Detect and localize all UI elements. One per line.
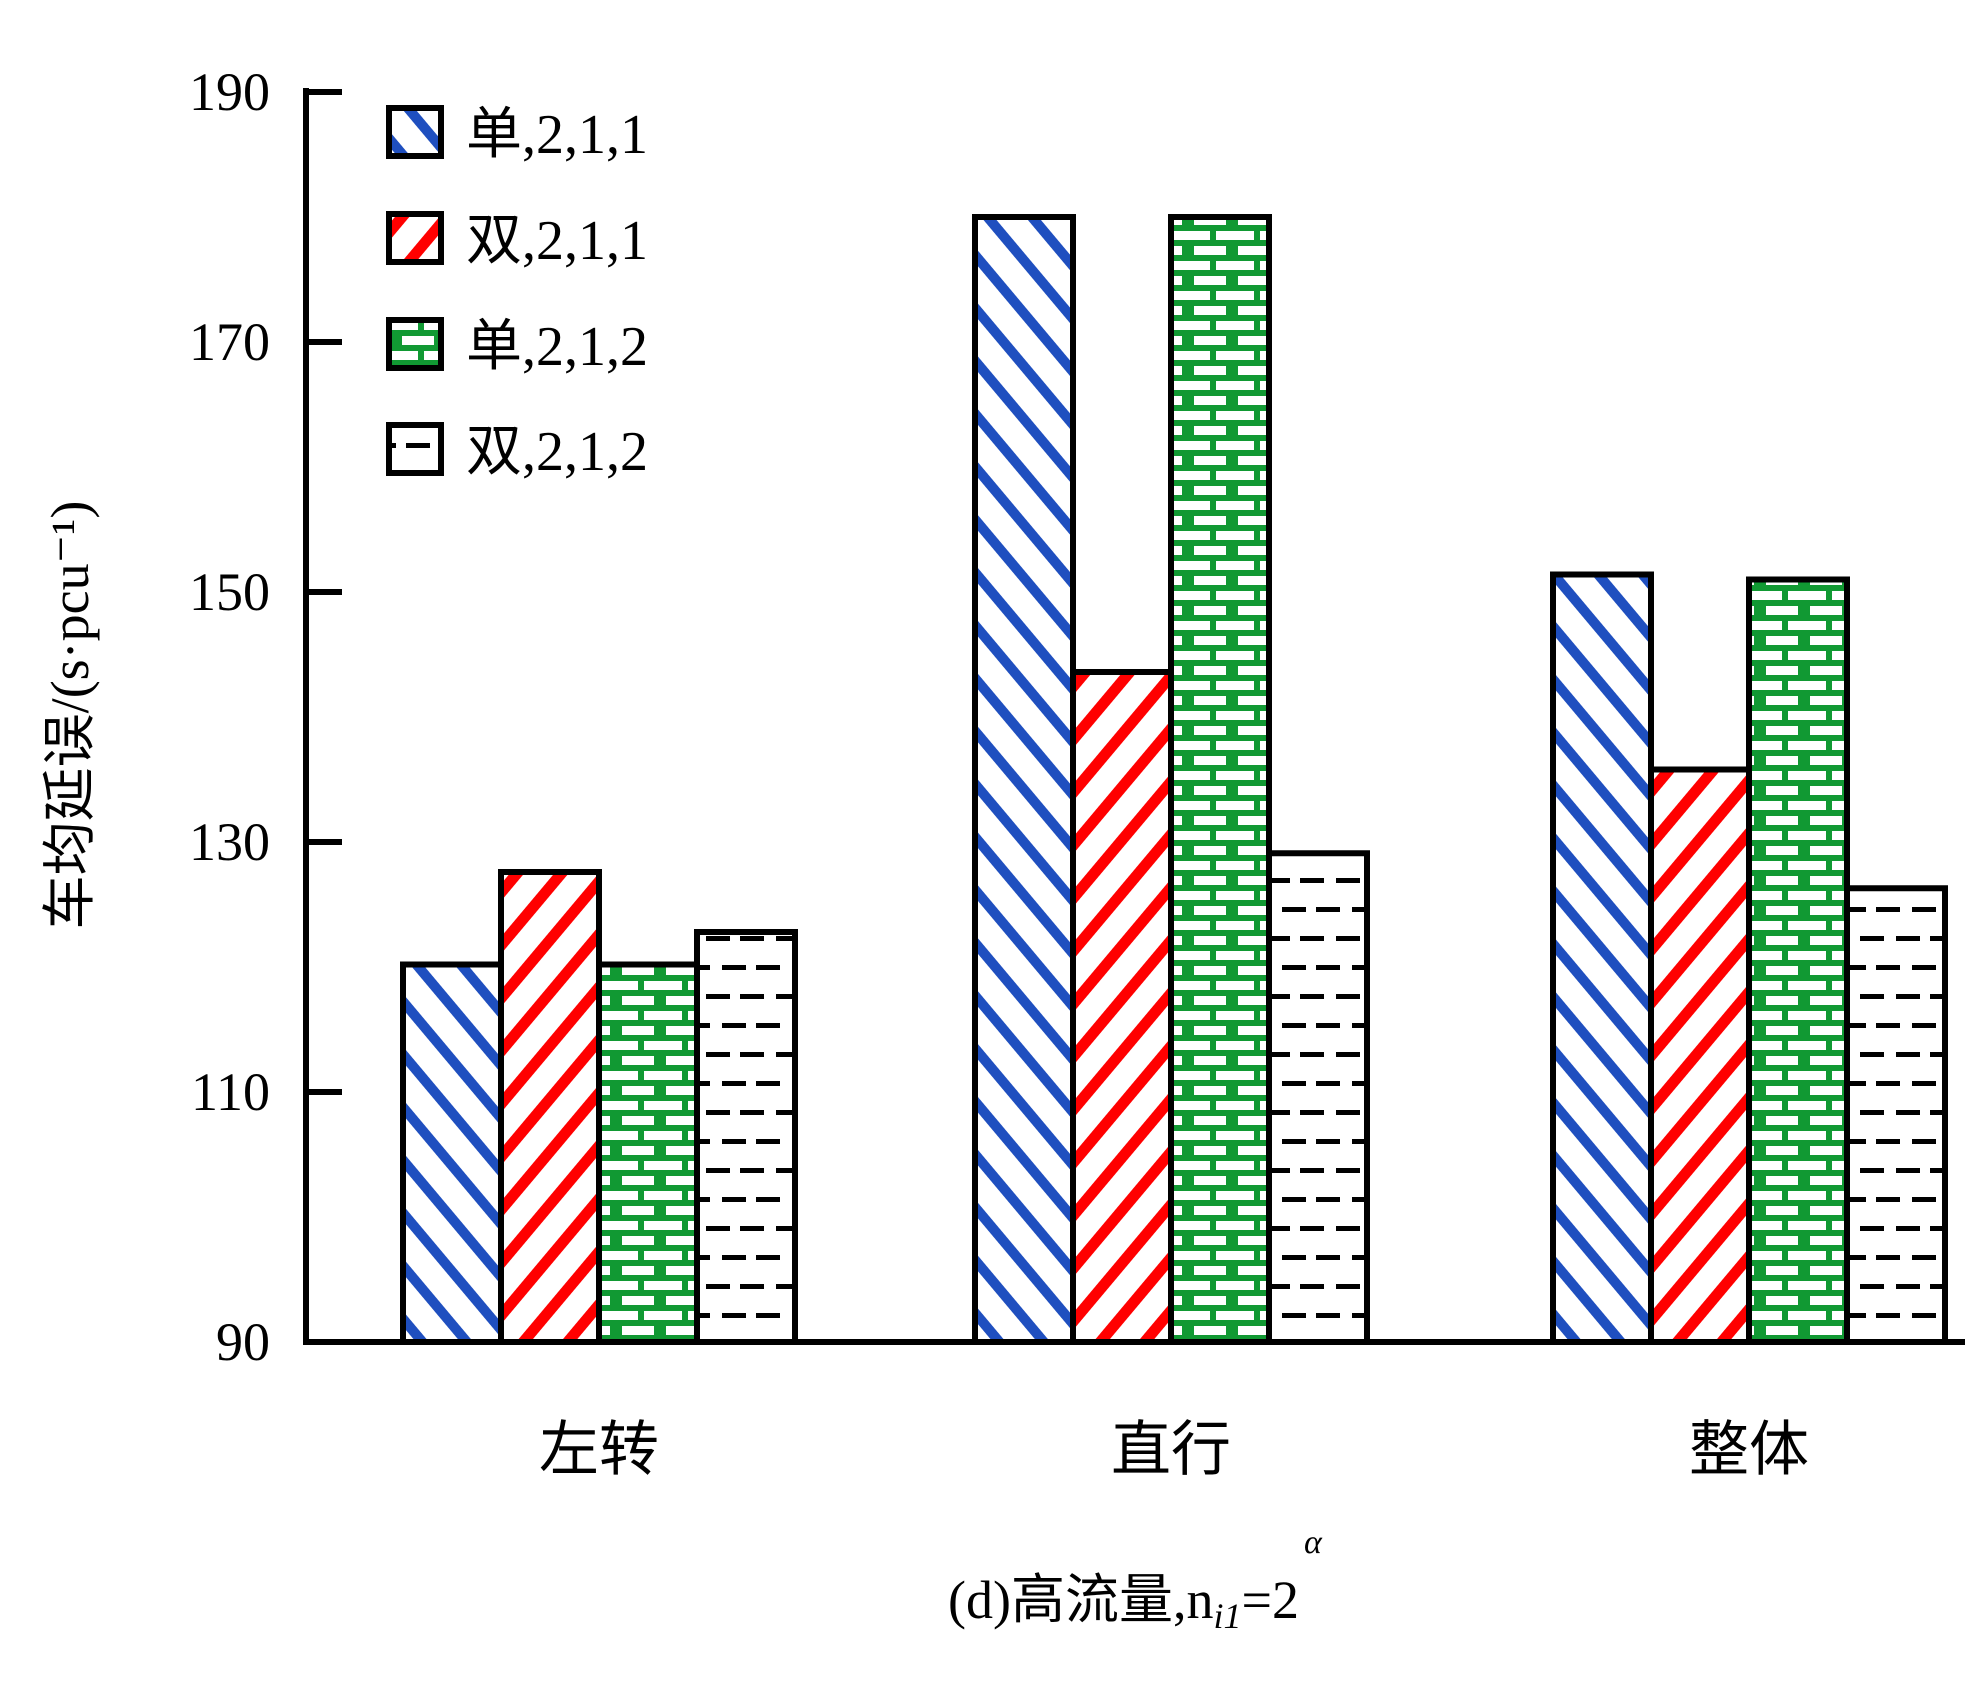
legend-label: 单,2,1,1 xyxy=(466,104,648,166)
y-tick-label: 170 xyxy=(189,312,270,372)
chart-caption: (d)高流量,ni1=2 xyxy=(948,1570,1299,1636)
bar-3-series-4 xyxy=(1844,885,1948,1345)
legend-swatch xyxy=(386,105,444,159)
y-axis: 90 110 130 150 170 190 xyxy=(189,62,342,1372)
y-tick-label: 90 xyxy=(216,1312,270,1372)
legend: 单,2,1,1 双,2,1,1 单,2,1,2 双,2,1,2 xyxy=(386,104,648,483)
bar-2-series-2 xyxy=(1070,669,1174,1345)
legend-label: 双,2,1,1 xyxy=(466,210,648,272)
bar-3-series-3 xyxy=(1746,576,1850,1345)
caption-main: (d)高流量,n xyxy=(948,1570,1213,1630)
caption-tail: =2 xyxy=(1241,1570,1298,1630)
y-tick-label: 150 xyxy=(189,562,270,622)
y-tick-label: 130 xyxy=(189,812,270,872)
bar-2-series-1 xyxy=(972,214,1076,1345)
bar-3-series-2 xyxy=(1648,766,1752,1345)
y-tick-label: 190 xyxy=(189,62,270,122)
bar-2-series-3 xyxy=(1168,214,1272,1345)
bar-1-series-3 xyxy=(596,961,700,1345)
x-tick-label: 左转 xyxy=(539,1417,659,1483)
bar-3-series-1 xyxy=(1550,571,1654,1345)
x-tick-label: 整体 xyxy=(1689,1417,1809,1483)
y-axis-label: 车均延误/(s·pcu⁻¹) xyxy=(40,501,100,930)
bars xyxy=(400,214,1948,1345)
legend-swatch xyxy=(386,422,444,476)
bar-1-series-2 xyxy=(498,869,602,1345)
y-tick-label: 110 xyxy=(191,1062,270,1122)
x-axis: 左转 直行 整体 xyxy=(303,1339,1965,1483)
caption-superscript: α xyxy=(1304,1524,1323,1561)
bar-2-series-4 xyxy=(1266,850,1370,1345)
x-tick-label: 直行 xyxy=(1111,1417,1231,1483)
bar-1-series-1 xyxy=(400,961,504,1345)
legend-swatch xyxy=(386,211,444,265)
bar-1-series-4 xyxy=(694,929,798,1345)
legend-label: 双,2,1,2 xyxy=(466,421,648,483)
legend-label: 单,2,1,2 xyxy=(466,316,648,378)
legend-swatch xyxy=(386,317,444,371)
caption-subscript: i1 xyxy=(1213,1596,1241,1636)
